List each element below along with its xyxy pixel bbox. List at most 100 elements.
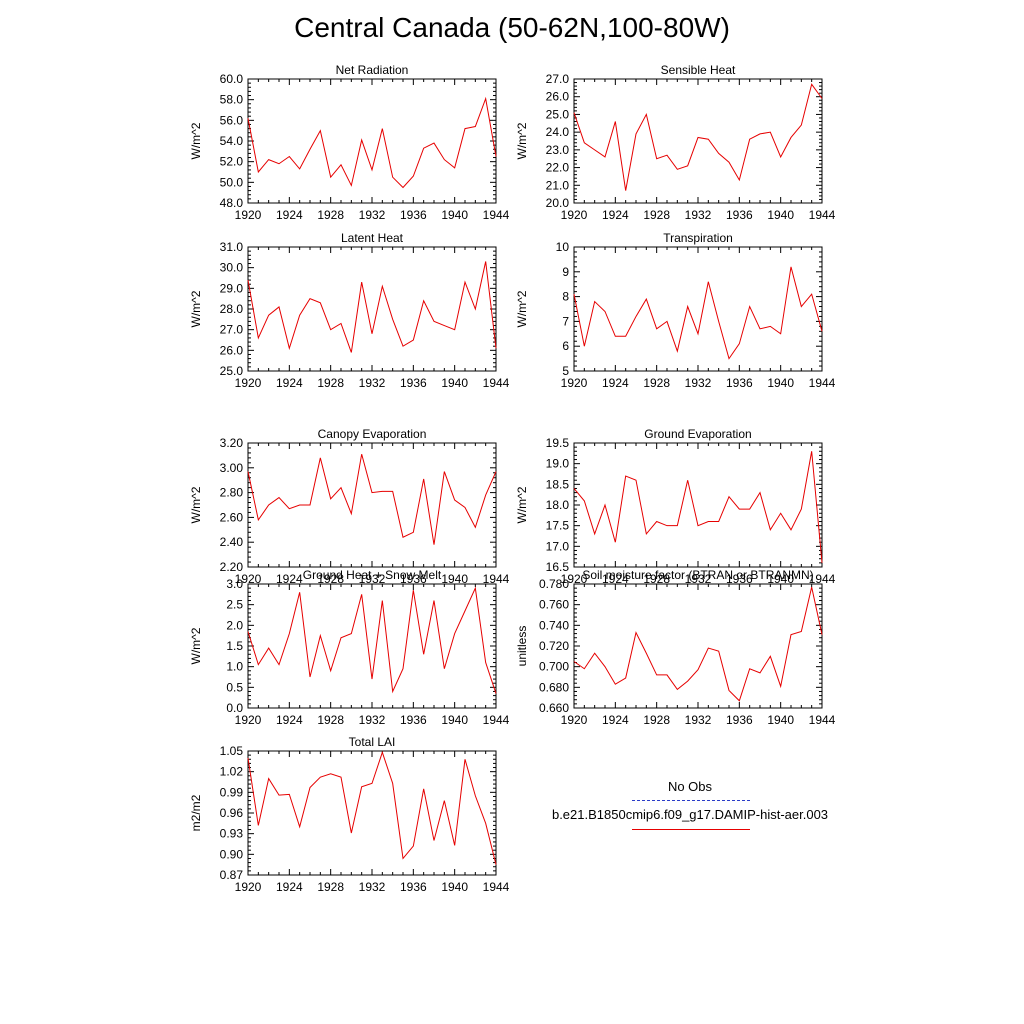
y-tick-label: 25.0: [220, 364, 244, 378]
x-tick-label: 1924: [602, 713, 629, 727]
y-tick-label: 56.0: [220, 113, 244, 127]
series-line: [573, 266, 823, 360]
y-axis-label: W/m^2: [189, 627, 203, 664]
chart-panel: Ground Evaporation W/m^2 16.5 17.0 17.5 18.0 1…: [515, 427, 836, 586]
x-tick-label: 1944: [483, 572, 510, 586]
legend-model-line: [632, 829, 750, 830]
x-tick-label: 1940: [441, 572, 468, 586]
x-tick-label: 1924: [276, 572, 303, 586]
page-title: Central Canada (50-62N,100-80W): [294, 12, 730, 43]
series-line: [573, 83, 823, 191]
y-tick-label: 31.0: [220, 240, 244, 254]
y-tick-label: 0.720: [539, 639, 569, 653]
series-line: [247, 454, 497, 545]
chart-title: Total LAI: [349, 735, 396, 749]
x-tick-label: 1936: [726, 713, 753, 727]
series-line: [247, 261, 497, 353]
x-tick-label: 1940: [441, 880, 468, 894]
x-tick-label: 1924: [602, 208, 629, 222]
y-tick-label: 21.0: [546, 178, 570, 192]
chart-title: Ground Evaporation: [644, 427, 751, 441]
y-tick-label: 28.0: [220, 302, 244, 316]
y-tick-label: 54.0: [220, 134, 244, 148]
y-tick-label: 20.0: [546, 196, 570, 210]
x-tick-label: 1936: [726, 572, 753, 586]
x-tick-label: 1928: [643, 376, 670, 390]
x-tick-label: 1932: [685, 376, 712, 390]
plot-frame: [573, 78, 823, 204]
series-line: [247, 586, 497, 694]
y-tick-label: 2.5: [226, 598, 243, 612]
y-tick-label: 9: [562, 265, 569, 279]
x-tick-label: 1920: [561, 713, 588, 727]
x-tick-label: 1944: [809, 208, 836, 222]
y-axis-label: m2/m2: [189, 794, 203, 831]
x-tick-label: 1944: [483, 208, 510, 222]
y-tick-label: 0.99: [220, 785, 244, 799]
series-line: [573, 586, 823, 702]
y-tick-label: 29.0: [220, 281, 244, 295]
chart-panel: Ground Heat + Snow Melt W/m^2 0.0 0.5 1.0 1.5…: [189, 568, 510, 727]
x-tick-label: 1920: [561, 376, 588, 390]
x-tick-label: 1940: [767, 572, 794, 586]
x-tick-label: 1944: [483, 713, 510, 727]
x-tick-label: 1940: [441, 208, 468, 222]
x-tick-label: 1940: [767, 208, 794, 222]
x-tick-label: 1940: [441, 376, 468, 390]
y-tick-label: 2.40: [220, 535, 244, 549]
y-tick-label: 18.5: [546, 477, 570, 491]
x-tick-label: 1932: [685, 208, 712, 222]
y-tick-label: 0.5: [226, 680, 243, 694]
y-tick-label: 17.5: [546, 519, 570, 533]
x-tick-label: 1932: [359, 376, 386, 390]
y-tick-label: 26.0: [220, 343, 244, 357]
y-tick-label: 7: [562, 314, 569, 328]
y-tick-label: 3.20: [220, 436, 244, 450]
x-tick-label: 1944: [809, 572, 836, 586]
y-tick-label: 0.740: [539, 618, 569, 632]
legend-obs-line: [632, 800, 750, 801]
chart-panel: Canopy Evaporation W/m^2 2.20 2.40 2.60 2.80 3…: [189, 427, 510, 586]
x-tick-label: 1920: [235, 880, 262, 894]
x-tick-label: 1944: [483, 880, 510, 894]
x-tick-label: 1932: [685, 572, 712, 586]
x-tick-label: 1944: [809, 376, 836, 390]
x-tick-label: 1936: [400, 376, 427, 390]
y-tick-label: 17.0: [546, 539, 570, 553]
x-tick-label: 1932: [685, 713, 712, 727]
y-tick-label: 27.0: [546, 72, 570, 86]
y-tick-label: 1.05: [220, 744, 244, 758]
x-tick-label: 1932: [359, 713, 386, 727]
x-tick-label: 1924: [602, 572, 629, 586]
y-tick-label: 0.96: [220, 806, 244, 820]
chart-panel: Transpiration W/m^2 5 6 7 8 9 10 1920 1924 1928 193…: [515, 231, 836, 390]
y-tick-label: 2.80: [220, 486, 244, 500]
x-tick-label: 1924: [602, 376, 629, 390]
plot-frame: [247, 442, 497, 568]
legend-model-label: b.e21.B1850cmip6.f09_g17.DAMIP-hist-aer.…: [551, 807, 829, 822]
y-axis-label: W/m^2: [189, 486, 203, 523]
y-tick-label: 58.0: [220, 93, 244, 107]
plot-frame: [573, 442, 823, 568]
y-tick-label: 23.0: [546, 143, 570, 157]
chart-title: Transpiration: [663, 231, 733, 245]
y-tick-label: 16.5: [546, 560, 570, 574]
y-tick-label: 0.780: [539, 577, 569, 591]
y-tick-label: 24.0: [546, 125, 570, 139]
y-tick-label: 3.00: [220, 461, 244, 475]
y-tick-label: 30.0: [220, 261, 244, 275]
chart-title: Soil moisture factor (BTRAN or BTRANMN): [582, 568, 813, 582]
x-tick-label: 1940: [767, 713, 794, 727]
y-tick-label: 0.93: [220, 827, 244, 841]
x-tick-label: 1928: [643, 572, 670, 586]
x-tick-label: 1920: [235, 376, 262, 390]
y-axis-label: W/m^2: [189, 290, 203, 327]
x-tick-label: 1924: [276, 208, 303, 222]
y-tick-label: 2.0: [226, 618, 243, 632]
y-axis-label: unitless: [515, 626, 529, 667]
y-tick-label: 19.5: [546, 436, 570, 450]
y-tick-label: 6: [562, 339, 569, 353]
x-tick-label: 1928: [317, 713, 344, 727]
x-tick-label: 1928: [643, 208, 670, 222]
y-tick-label: 1.02: [220, 765, 244, 779]
